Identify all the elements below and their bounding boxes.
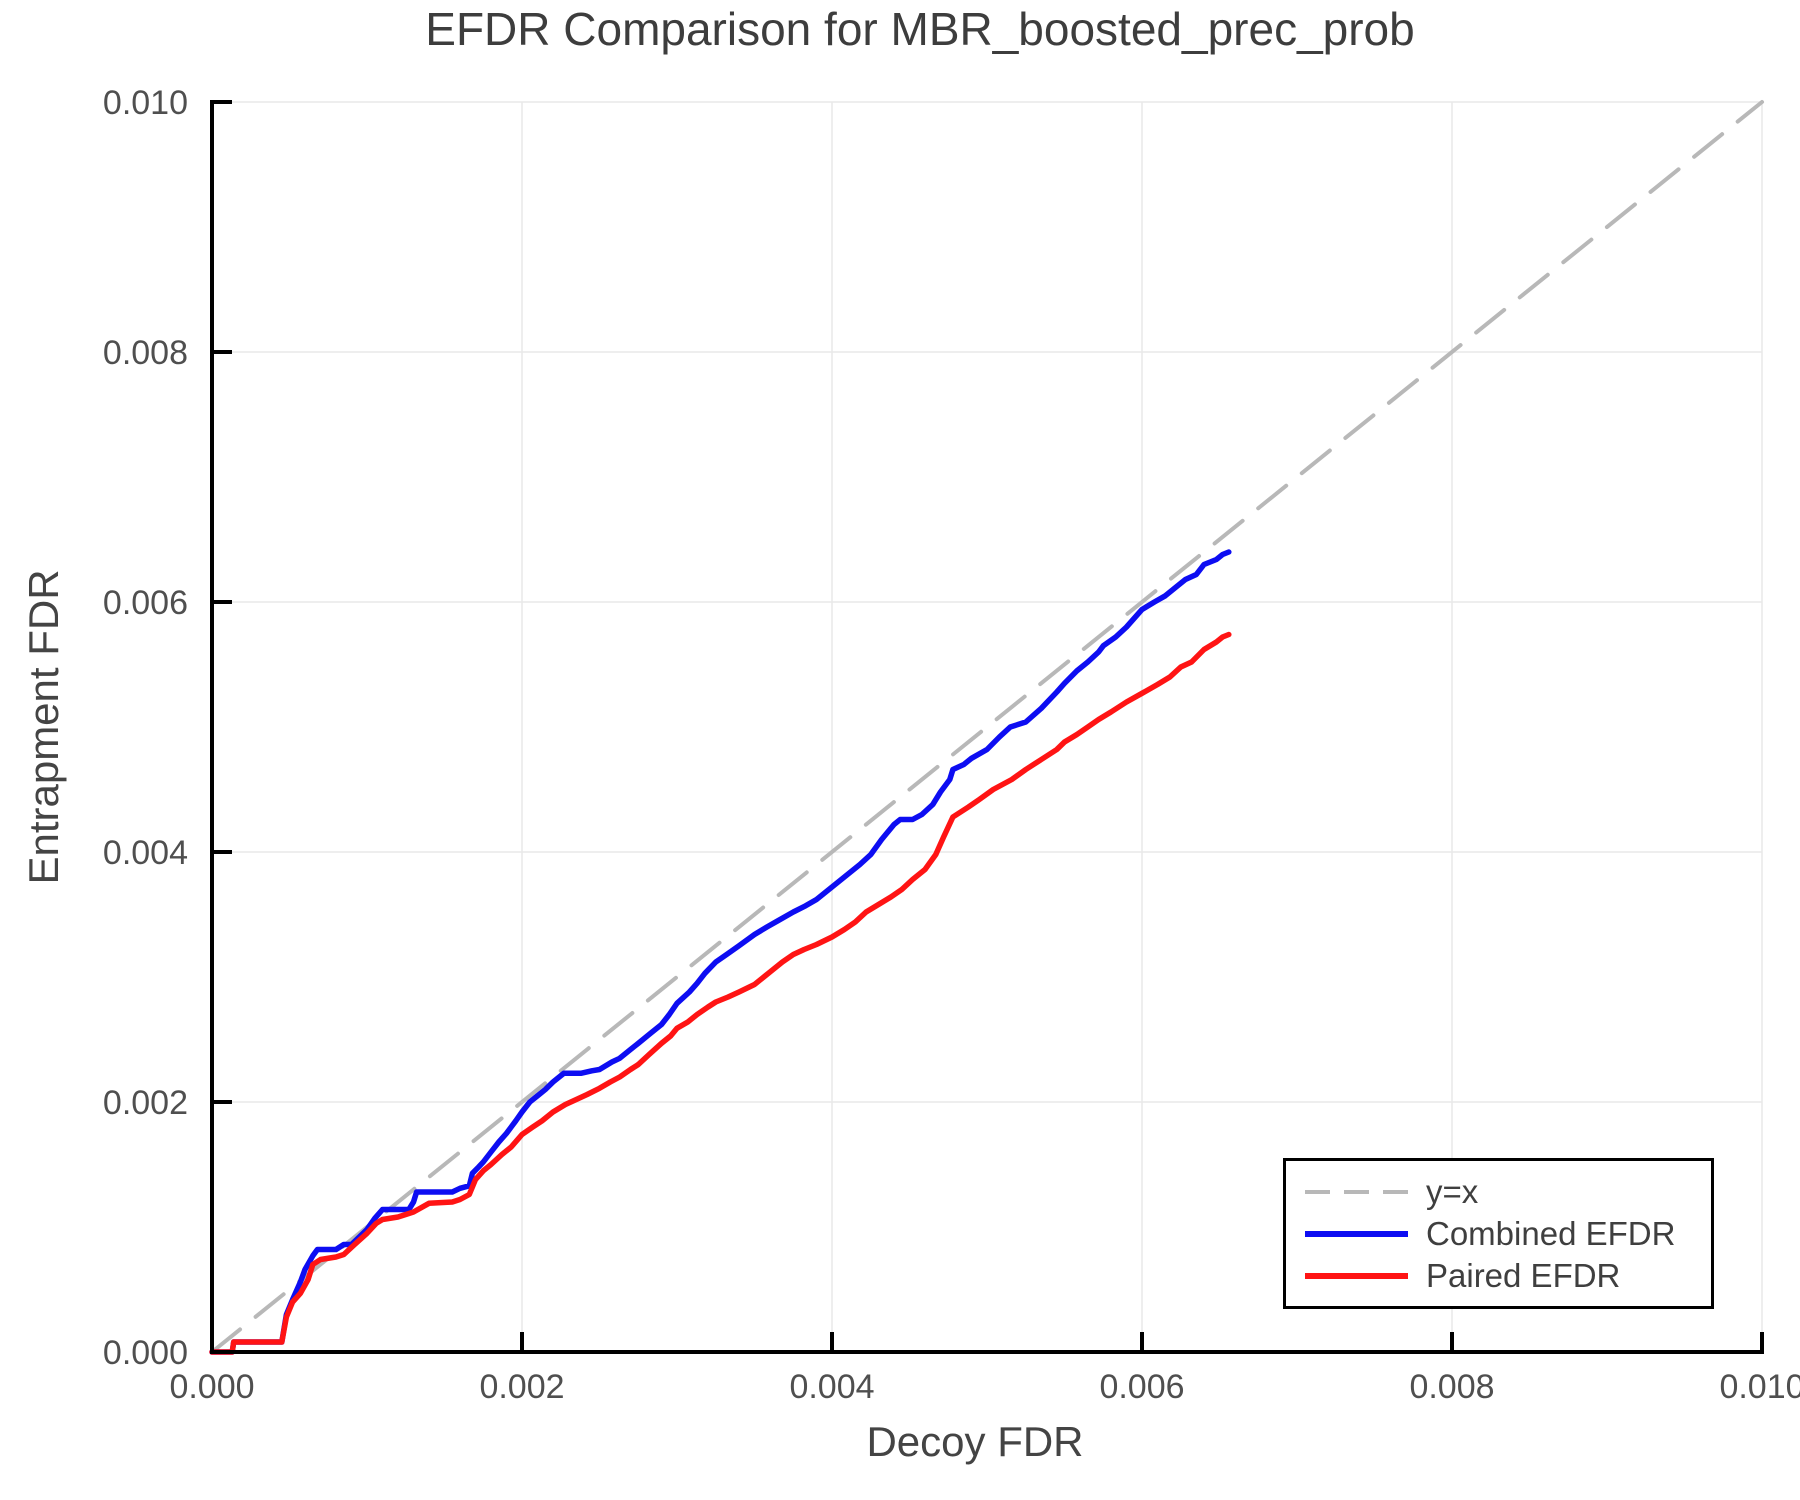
chart-title: EFDR Comparison for MBR_boosted_prec_pro… xyxy=(425,3,1415,55)
y-tick-label: 0.002 xyxy=(103,1084,188,1122)
y-tick-label: 0.000 xyxy=(103,1334,188,1372)
series-line-y-x xyxy=(210,100,1764,1354)
y-tick-label: 0.004 xyxy=(103,834,188,872)
legend: y=x Combined EFDR Paired EFDR xyxy=(1283,1158,1714,1309)
x-tick-label: 0.000 xyxy=(169,1368,254,1406)
y-tick-label: 0.010 xyxy=(103,84,188,122)
legend-row-identity: y=x xyxy=(1303,1173,1711,1211)
x-tick-label: 0.006 xyxy=(1099,1368,1184,1406)
x-tick-label: 0.002 xyxy=(479,1368,564,1406)
legend-sample-red-line-icon xyxy=(1305,1272,1408,1279)
y-tick-label: 0.006 xyxy=(103,584,188,622)
legend-label-identity: y=x xyxy=(1426,1172,1479,1210)
legend-label-combined: Combined EFDR xyxy=(1426,1214,1676,1252)
series-line-combined-efdr xyxy=(209,549,1232,1355)
y-axis-label: Entrapment FDR xyxy=(20,569,67,885)
legend-row-combined: Combined EFDR xyxy=(1303,1215,1711,1253)
x-tick-label: 0.010 xyxy=(1719,1368,1800,1406)
series-line-paired-efdr xyxy=(209,631,1232,1355)
y-tick-label: 0.008 xyxy=(103,334,188,372)
x-tick-label: 0.004 xyxy=(789,1368,874,1406)
x-axis-label: Decoy FDR xyxy=(866,1418,1084,1465)
legend-sample-blue-line-icon xyxy=(1305,1230,1408,1237)
legend-sample-dashed-line-icon xyxy=(1305,1189,1408,1194)
legend-row-paired: Paired EFDR xyxy=(1303,1257,1711,1295)
legend-label-paired: Paired EFDR xyxy=(1426,1256,1621,1294)
x-tick-label: 0.008 xyxy=(1409,1368,1494,1406)
